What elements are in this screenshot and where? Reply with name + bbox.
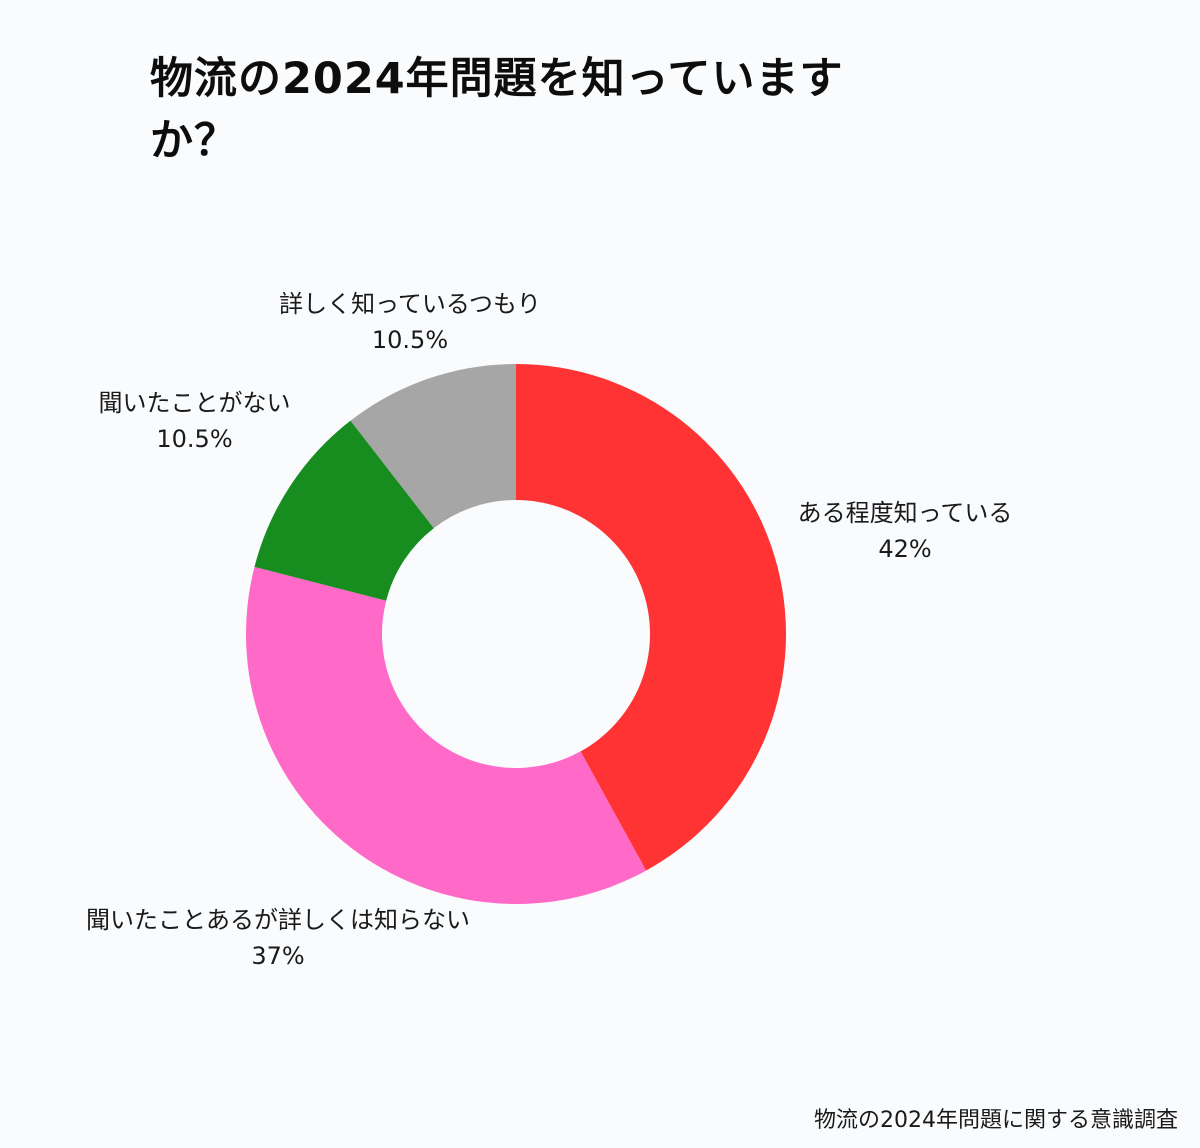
slice-label-text: 聞いたことあるが詳しくは知らない — [86, 906, 470, 934]
donut-slice-0 — [516, 364, 786, 871]
donut-slice-1 — [246, 566, 647, 904]
slice-label-percent: 10.5% — [156, 425, 233, 453]
slice-label-text: 詳しく知っているつもり — [279, 290, 541, 318]
slice-label-text: 聞いたことがない — [98, 389, 291, 417]
slice-label-kiita-koto-nai: 聞いたことがない 10.5% — [72, 385, 317, 457]
source-caption: 物流の2024年問題に関する意識調査 — [814, 1108, 1178, 1133]
slice-label-kuwashiku-shitteiru: 詳しく知っているつもり 10.5% — [245, 286, 575, 358]
donut-slice-2 — [254, 420, 434, 601]
chart-title: 物流の2024年問題を知っていますか？ — [150, 54, 844, 166]
slice-label-text: ある程度知っている — [797, 499, 1013, 527]
slice-label-percent: 10.5% — [371, 326, 449, 354]
slice-label-percent: 37% — [251, 942, 305, 970]
slice-label-kiita-kuwashiku-shiranai: 聞いたことあるが詳しくは知らない 37% — [48, 902, 508, 974]
donut-slice-3 — [350, 364, 516, 529]
slice-label-percent: 42% — [878, 535, 932, 563]
slice-label-aru-teido: ある程度知っている 42% — [770, 495, 1040, 567]
